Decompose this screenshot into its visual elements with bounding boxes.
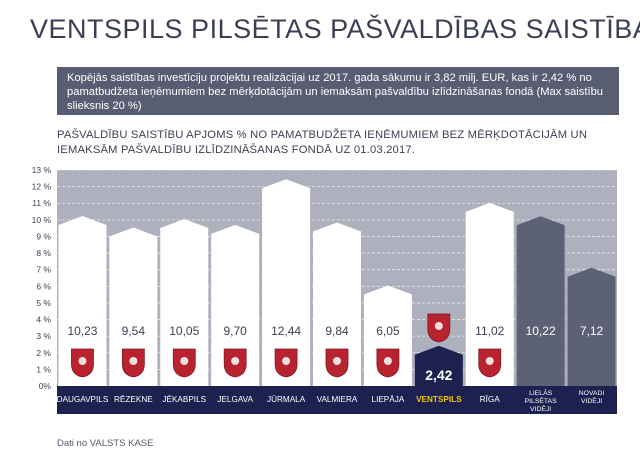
coat-of-arms-icon-emblem <box>180 357 189 365</box>
bar <box>363 285 412 386</box>
y-tick-label: 4 % <box>36 315 51 325</box>
coat-of-arms-icon-emblem <box>333 357 341 365</box>
category-label: LIEPĀJA <box>372 394 405 404</box>
bar <box>262 179 311 386</box>
category-label: NOVADI <box>579 390 605 397</box>
category-label: JŪRMALA <box>267 394 306 404</box>
category-axis-band <box>57 386 617 414</box>
coat-of-arms-icon-emblem <box>485 357 494 365</box>
bar <box>414 345 463 386</box>
bar <box>109 227 158 386</box>
source-note: Dati no VALSTS KASE <box>57 438 154 449</box>
category-label: VALMIERA <box>317 395 358 404</box>
category-label: JĒKABPILS <box>162 394 206 404</box>
data-label: 10,22 <box>526 324 556 338</box>
bar <box>516 216 565 386</box>
y-tick-label: 10 % <box>32 215 52 225</box>
bar-group: 11,02 RĪGA <box>465 202 514 404</box>
y-tick-label: 5 % <box>36 298 51 308</box>
bar-group: 9,84 VALMIERA <box>313 222 361 404</box>
data-label: 9,70 <box>224 324 248 338</box>
bar-group: 12,44 JŪRMALA <box>262 179 311 404</box>
y-tick-label: 0% <box>39 381 52 391</box>
data-label: 2,42 <box>425 367 452 383</box>
chart-title: PAŠVALDĪBU SAISTĪBU APJOMS % NO PAMATBUD… <box>57 129 588 156</box>
bar-group: 10,05 JĒKABPILS <box>160 219 209 404</box>
category-label: RĪGA <box>480 394 501 404</box>
coat-of-arms-icon-emblem <box>78 357 87 365</box>
y-tick-label: 7 % <box>36 265 51 275</box>
bar-group: 10,23 DAUGAVPILS <box>57 216 109 404</box>
category-label: VIDĒJI <box>530 405 551 413</box>
data-label: 10,05 <box>169 324 199 338</box>
y-tick-label: 8 % <box>36 248 51 258</box>
data-label: 11,02 <box>475 324 504 338</box>
y-tick-label: 2 % <box>36 348 51 358</box>
category-label: LIELĀS <box>529 389 553 397</box>
category-label: RĒZEKNE <box>114 394 153 404</box>
coat-of-arms-icon-emblem <box>383 357 392 365</box>
info-box: Kopējās saistības investīciju projektu r… <box>57 67 619 115</box>
coat-of-arms-icon-emblem <box>231 357 240 365</box>
bar <box>211 224 260 386</box>
data-label: 6,05 <box>376 324 400 338</box>
y-tick-label: 1 % <box>36 364 51 374</box>
bar <box>58 216 107 386</box>
category-label: VIDĒJI <box>581 397 602 405</box>
coat-of-arms-icon-emblem <box>129 357 138 365</box>
data-label: 9,54 <box>122 324 146 338</box>
data-label: 7,12 <box>580 324 604 338</box>
category-label: PILSĒTAS <box>525 397 557 405</box>
data-label: 9,84 <box>325 324 349 338</box>
category-label: JELGAVA <box>217 395 253 404</box>
coat-of-arms-icon-emblem <box>434 322 443 330</box>
bar <box>313 222 361 386</box>
bar <box>160 219 209 386</box>
category-label: VENTSPILS <box>416 395 462 404</box>
bar-group: 9,54 RĒZEKNE <box>109 227 158 404</box>
page-title: VENTSPILS PILSĒTAS PAŠVALDĪBAS SAISTĪBAS <box>30 14 640 44</box>
bar <box>567 267 616 386</box>
y-tick-label: 11 % <box>32 198 51 208</box>
data-label: 12,44 <box>271 324 301 338</box>
y-tick-label: 9 % <box>36 231 51 241</box>
y-tick-label: 6 % <box>36 281 51 291</box>
bar <box>465 202 514 386</box>
y-tick-label: 3 % <box>36 331 51 341</box>
y-tick-label: 12 % <box>32 182 52 192</box>
bar-group: 9,70 JELGAVA <box>211 224 260 404</box>
bar-group: 2,42 VENTSPILS <box>414 313 463 404</box>
bar-group: 6,05 LIEPĀJA <box>363 285 412 404</box>
data-label: 10,23 <box>67 324 97 338</box>
y-tick-label: 13 % <box>32 165 52 175</box>
category-label: DAUGAVPILS <box>57 395 109 404</box>
coat-of-arms-icon-emblem <box>282 357 291 365</box>
